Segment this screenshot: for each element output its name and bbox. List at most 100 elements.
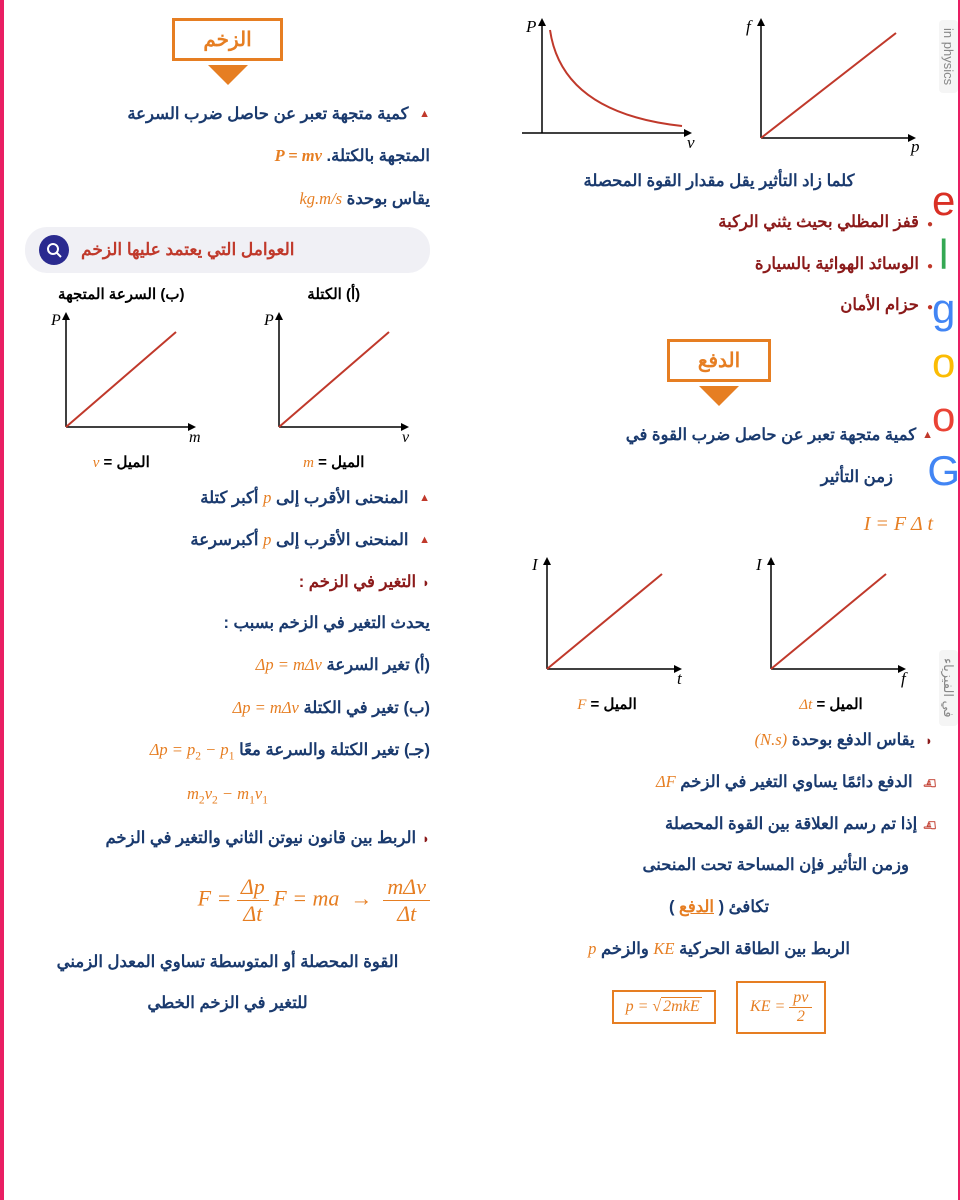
graph-f-p: f p xyxy=(736,18,926,158)
bullet-3: حزام الأمان xyxy=(505,290,933,321)
lk-mid: والزخم xyxy=(601,940,649,958)
s4-eq: Δt xyxy=(799,697,812,714)
b1-den: 2 xyxy=(789,1008,812,1026)
s3-eq: F xyxy=(577,697,586,714)
graphs-factors: (ب) السرعة المتجهة P m الميل = v (أ) الك… xyxy=(25,285,430,472)
heading-impulse: الدفع xyxy=(667,339,771,382)
graph-i-f: I f xyxy=(746,554,916,689)
slope-a: الميل = m xyxy=(238,453,431,472)
conclusion-1: القوة المحصلة أو المتوسطة تساوي المعدل ا… xyxy=(25,947,430,978)
change-c: (جـ) تغير الكتلة والسرعة معًا Δp = p2 − … xyxy=(25,734,430,768)
eq2-lhs: F = xyxy=(198,885,232,910)
factors-bar: العوامل التي يعتمد عليها الزخم xyxy=(25,227,430,273)
heading-arrow-icon xyxy=(198,63,258,87)
inverse-statement: كلما زاد التأثير يقل مقدار القوة المحصلة xyxy=(505,166,933,197)
lk-p: p xyxy=(588,933,596,964)
c2-var: p xyxy=(263,524,271,555)
slope-3: الميل = F xyxy=(505,695,709,714)
unit-label: يقاس بوحدة xyxy=(347,190,430,208)
c2-pre: المنحنى الأقرب إلى xyxy=(276,531,409,549)
svg-text:I: I xyxy=(531,555,539,574)
svg-text:P: P xyxy=(50,312,61,329)
momentum-def: كمية متجهة تعبر عن حاصل ضرب السرعة xyxy=(25,99,430,130)
conclusion-2: للتغير في الزخم الخطي xyxy=(25,988,430,1019)
impulse-def-2: زمن التأثير xyxy=(505,462,933,493)
svg-text:v: v xyxy=(402,429,410,446)
eq-fma: F = ma → mΔvΔt xyxy=(273,874,430,927)
momentum-unit: يقاس بوحدة kg.m/s xyxy=(25,183,430,215)
eq2-den: Δt xyxy=(237,901,269,927)
change-heading: التغير في الزخم : xyxy=(25,567,430,598)
svg-text:v: v xyxy=(687,133,695,152)
eq1-num: mΔv xyxy=(383,874,430,901)
link-ke-p: الربط بين الطاقة الحركية KE والزخم p xyxy=(505,933,933,965)
change-c2: m2v2 − m1v1 xyxy=(25,778,430,812)
impulse-def-1: كمية متجهة تعبر عن حاصل ضرب القوة في xyxy=(505,420,933,451)
s3-pre: الميل = xyxy=(591,696,637,713)
svg-text:P: P xyxy=(525,18,536,36)
cc-eq2: m2v2 − m1v1 xyxy=(187,778,268,812)
p4-post: ) xyxy=(669,898,675,916)
p1-eq: ΔF xyxy=(656,766,676,797)
change-b: (ب) تغير في الكتلة Δp = mΔv xyxy=(25,692,430,724)
iu-eq: (N.s) xyxy=(755,724,788,755)
graph-a-title: (أ) الكتلة xyxy=(238,285,431,303)
impulse-graphs: I t الميل = F I f الميل = Δt xyxy=(505,554,933,714)
bullet-2: الوسائد الهوائية بالسيارة xyxy=(505,249,933,280)
svg-text:p: p xyxy=(910,137,920,156)
box-p: p = √2mkE xyxy=(612,990,716,1024)
b1-num: pv xyxy=(789,989,812,1008)
svg-text:m: m xyxy=(189,429,201,446)
bullet-1: قفز المظلي بحيث يثني الركبة xyxy=(505,207,933,238)
slope-a-pre: الميل = xyxy=(318,454,364,471)
slope-b: الميل = v xyxy=(25,453,218,472)
p4-hi: الدفع xyxy=(679,898,714,916)
lk-pre: الربط بين الطاقة الحركية xyxy=(679,940,850,958)
eq-fdp: F = ΔpΔt xyxy=(198,874,269,927)
c1-pre: المنحنى الأقرب إلى xyxy=(276,489,409,507)
point-4: تكافئ ( الدفع ) xyxy=(505,892,933,923)
slope-a-eq: m xyxy=(303,455,314,472)
ca-pre: (أ) تغير السرعة xyxy=(326,656,430,674)
change-a: (أ) تغير السرعة Δp = mΔv xyxy=(25,649,430,681)
impulse-unit: يقاس الدفع بوحدة (N.s) xyxy=(505,724,933,756)
heading-arrow-2-icon xyxy=(689,384,749,408)
curve-note-1: المنحنى الأقرب إلى p أكبر كتلة xyxy=(25,482,430,514)
iu-pre: يقاس الدفع بوحدة xyxy=(792,731,915,749)
boxed-equations: KE = pv2 p = √2mkE xyxy=(505,975,933,1040)
factors-text: العوامل التي يعتمد عليها الزخم xyxy=(81,240,295,260)
svg-text:I: I xyxy=(755,555,763,574)
graph-p-v-inverse: P v xyxy=(512,18,702,158)
p4-pre: تكافئ ( xyxy=(719,898,769,916)
point-1: الدفع دائمًا يساوي التغير في الزخم ΔF xyxy=(505,766,933,798)
top-graphs: P v f p xyxy=(505,18,933,158)
eq2-num: Δp xyxy=(237,874,269,901)
lk-ke: KE xyxy=(653,933,674,964)
eq-arrow: → xyxy=(350,885,372,910)
b1-lhs: KE = xyxy=(750,998,785,1015)
svg-text:t: t xyxy=(677,669,683,688)
def-text-2: المتجهة بالكتلة. xyxy=(327,147,430,165)
cc-eq: Δp = p2 − p1 xyxy=(150,734,235,768)
graph-p-v: P v xyxy=(254,307,414,447)
c1-var: p xyxy=(263,482,271,513)
c2-post: أكبرسرعة xyxy=(190,531,258,549)
def-text-1: كمية متجهة تعبر عن حاصل ضرب السرعة xyxy=(127,105,408,123)
p1-pre: الدفع دائمًا يساوي التغير في الزخم xyxy=(680,773,912,791)
graph-p-m: P m xyxy=(41,307,201,447)
eq-impulse: I = F Δ t xyxy=(864,513,933,536)
slope-b-eq: v xyxy=(93,455,100,472)
change-intro: يحدث التغير في الزخم بسبب : xyxy=(25,608,430,639)
heading-momentum: الزخم xyxy=(172,18,282,61)
s4-pre: الميل = xyxy=(816,696,862,713)
c1-post: أكبر كتلة xyxy=(200,489,258,507)
right-column: الزخم كمية متجهة تعبر عن حاصل ضرب السرعة… xyxy=(0,0,480,1200)
link-heading: الربط بين قانون نيوتن الثاني والتغير في … xyxy=(25,823,430,854)
svg-text:f: f xyxy=(746,18,753,36)
svg-text:f: f xyxy=(901,669,908,688)
slope-b-pre: الميل = xyxy=(104,454,150,471)
graph-i-t: I t xyxy=(522,554,692,689)
eq-pmv: P = mv xyxy=(275,140,322,171)
left-column: P v f p كلما زاد التأثير يقل مقدار القوة… xyxy=(480,0,960,1200)
svg-text:P: P xyxy=(263,312,274,329)
